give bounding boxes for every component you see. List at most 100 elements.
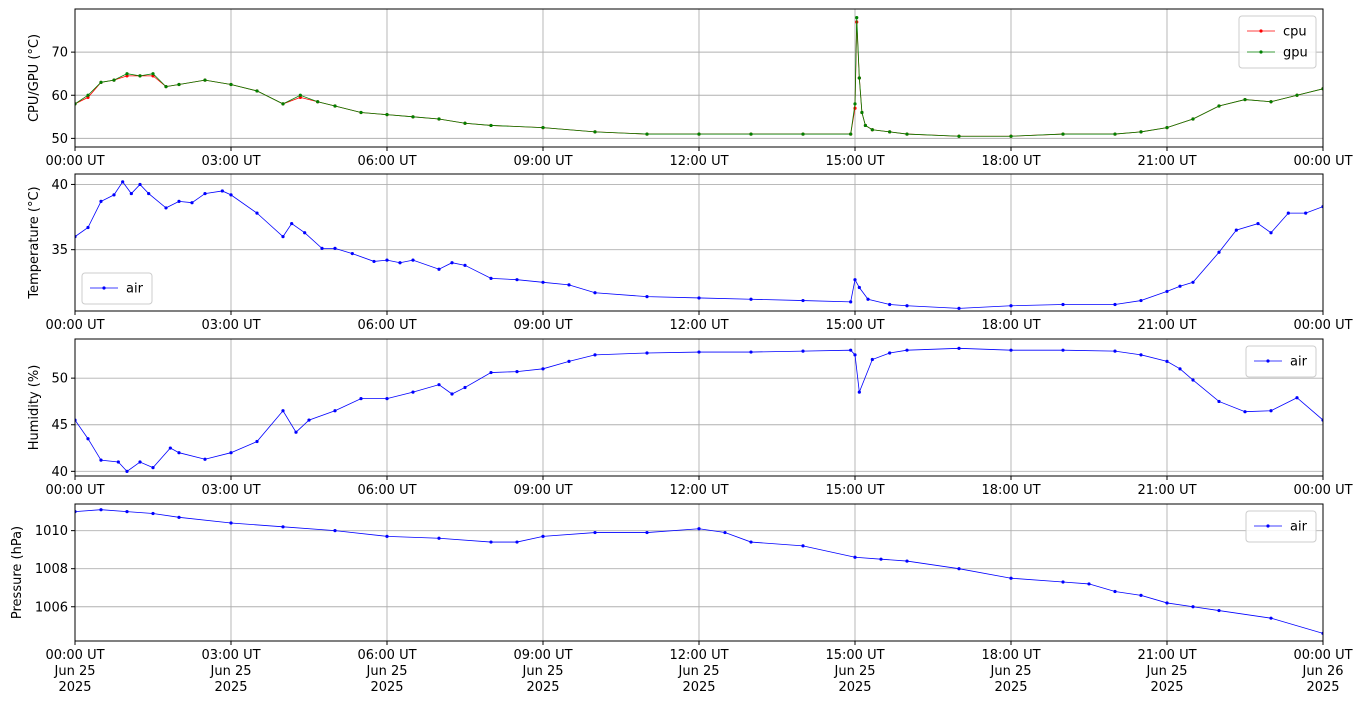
legend: air [81, 272, 153, 305]
data-point-air [1165, 289, 1169, 294]
data-point-gpu [437, 117, 441, 121]
y-tick-label: 1008 [35, 562, 68, 577]
data-point-gpu [853, 102, 857, 106]
series-line-air [75, 347, 1323, 472]
data-point-air [294, 430, 298, 434]
data-point-air [177, 515, 181, 519]
data-point-air [749, 297, 753, 301]
series-air [75, 508, 1323, 635]
data-point-gpu [1217, 104, 1221, 108]
panel-2: 00:00 UT 03:00 UT 06:00 UT 09:00 UT 12:00 UT… [27, 173, 1353, 333]
data-point-air [1009, 348, 1013, 352]
data-point-gpu [1243, 97, 1247, 102]
data-point-air [229, 451, 233, 455]
data-point-air [1217, 399, 1221, 404]
data-point-gpu [855, 16, 859, 20]
data-point-gpu [645, 132, 649, 136]
data-point-air [255, 211, 259, 215]
data-point-air [697, 350, 701, 354]
data-point-air [385, 397, 389, 401]
data-point-air [593, 291, 597, 295]
data-point-air [905, 559, 909, 563]
data-point-gpu [298, 93, 302, 97]
data-point-air [1113, 302, 1117, 307]
x-tick-date: Jun 25 [678, 664, 720, 679]
x-tick-year: 2025 [994, 680, 1027, 695]
data-point-air [411, 258, 415, 262]
data-point-gpu [1061, 132, 1065, 136]
data-point-air [857, 285, 861, 290]
x-tick-label: 00:00 UT [45, 154, 104, 169]
data-point-gpu [697, 132, 701, 136]
data-point-air [1139, 298, 1143, 303]
data-point-air [203, 457, 207, 461]
data-point-air [450, 261, 454, 265]
x-tick-date: Jun 25 [366, 664, 408, 679]
data-point-air [437, 383, 441, 387]
data-point-gpu [177, 82, 181, 87]
data-point-air [151, 511, 155, 516]
data-point-air [645, 295, 649, 299]
data-point-air [1139, 593, 1143, 597]
data-point-air [888, 302, 892, 307]
x-tick-label: 12:00 UT [669, 318, 728, 333]
data-point-air [99, 458, 103, 462]
data-point-air [1113, 589, 1117, 594]
data-point-gpu [870, 128, 874, 132]
series-air [75, 346, 1323, 473]
data-point-air [957, 346, 961, 350]
y-tick-label: 1010 [35, 524, 68, 539]
data-point-gpu [86, 93, 90, 97]
data-point-air [1061, 580, 1065, 584]
data-point-air [1113, 349, 1117, 353]
data-point-air [645, 351, 649, 355]
data-point-air [489, 370, 493, 375]
data-point-air [489, 276, 493, 280]
y-tick-label: 45 [51, 418, 68, 433]
x-tick-label: 09:00 UT [513, 483, 572, 498]
data-point-gpu [1165, 125, 1169, 130]
x-tick-label: 09:00 UT [513, 648, 572, 663]
legend-label-air: air [126, 282, 144, 297]
data-point-gpu [99, 80, 103, 84]
data-point-air [567, 359, 571, 363]
y-axis-label: Humidity (%) [27, 365, 42, 451]
y-axis-label: CPU/GPU (°C) [27, 34, 42, 122]
legend: air [1245, 345, 1317, 378]
data-point-air [1139, 353, 1143, 357]
data-point-air [849, 300, 853, 304]
x-tick-date: Jun 25 [210, 664, 252, 679]
x-tick-label: 21:00 UT [1137, 648, 1196, 663]
data-point-gpu [849, 132, 853, 136]
data-point-air [749, 350, 753, 354]
data-point-air [281, 525, 285, 529]
data-point-gpu [1113, 132, 1117, 136]
x-tick-label: 09:00 UT [513, 318, 572, 333]
data-point-air [307, 418, 311, 422]
x-tick-date: Jun 25 [990, 664, 1032, 679]
x-tick-year: 2025 [1150, 680, 1183, 695]
data-point-air [515, 278, 519, 282]
data-point-gpu [801, 132, 805, 136]
x-tick-label: 15:00 UT [825, 483, 884, 498]
x-tick-label: 00:00 UT [1293, 318, 1352, 333]
data-point-air [1165, 601, 1169, 605]
axes-frame [74, 503, 1324, 642]
x-tick-date: Jun 25 [834, 664, 876, 679]
x-tick-label: 21:00 UT [1137, 483, 1196, 498]
data-point-air [398, 261, 402, 265]
data-point-gpu [541, 125, 545, 130]
data-point-air [489, 540, 493, 544]
data-point-air [853, 353, 857, 357]
data-point-air [359, 397, 363, 401]
axes-frame [74, 338, 1324, 477]
data-point-air [905, 348, 909, 352]
x-tick-label: 00:00 UT [1293, 483, 1352, 498]
data-point-air [697, 527, 701, 531]
data-point-air [1269, 409, 1273, 413]
data-point-air [1009, 576, 1013, 580]
data-point-air [849, 348, 853, 352]
data-point-air [1087, 582, 1091, 586]
data-point-air [1234, 228, 1238, 232]
data-point-air [515, 370, 519, 374]
